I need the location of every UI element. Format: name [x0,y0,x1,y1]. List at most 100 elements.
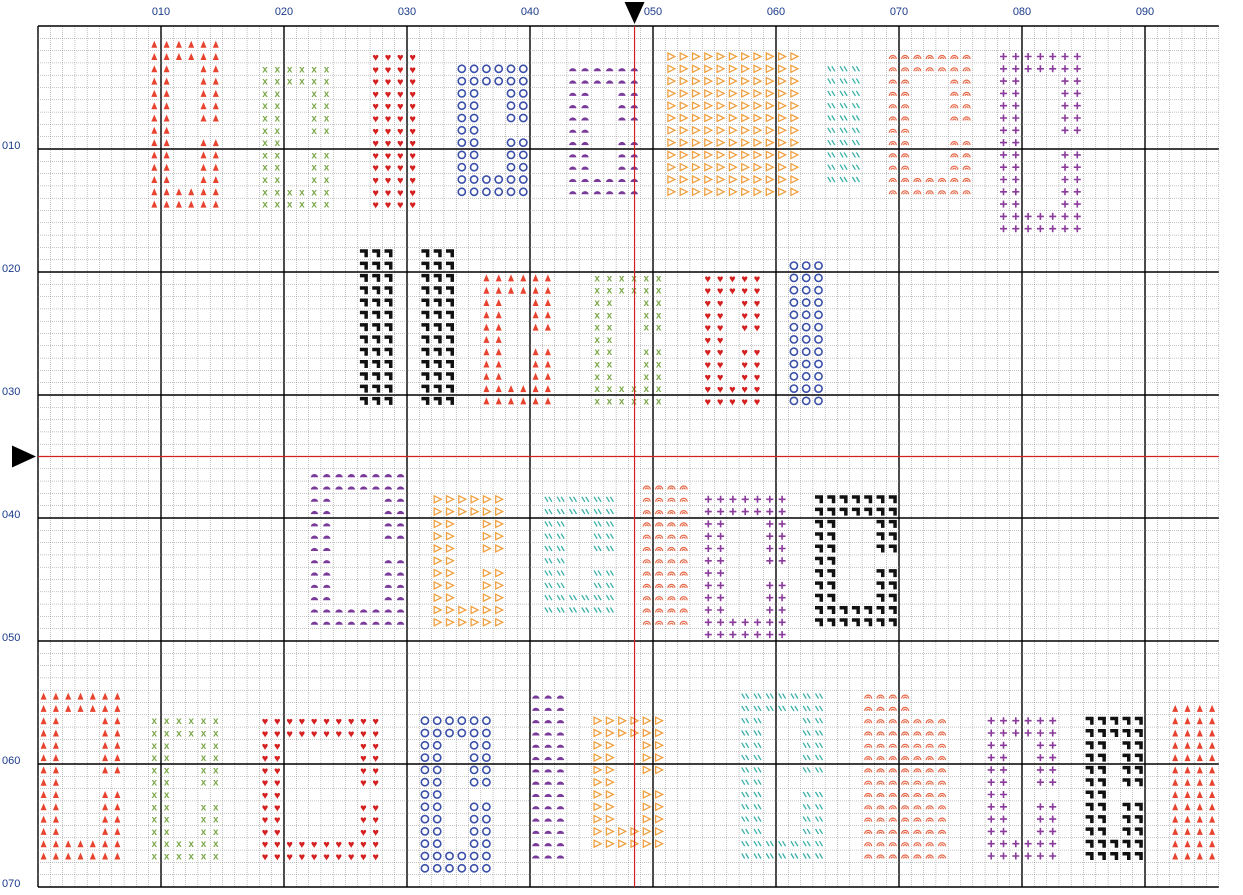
stitch: ♥ [741,347,748,359]
stitch [1073,65,1081,73]
stitch: x [188,852,194,863]
stitch: x [594,310,600,321]
stitch [432,777,442,787]
stitch [1000,102,1007,110]
stitch [704,631,712,639]
stitch [323,609,331,613]
stitch [1000,827,1007,835]
stitch [729,631,737,639]
stitch [987,840,995,848]
stitch: x [607,323,613,334]
stitch [876,532,885,541]
stitch [593,582,602,589]
stitch [704,51,714,62]
stitch [901,706,910,712]
stitch [1073,53,1081,60]
stitch [532,286,539,294]
stitch [1172,729,1179,737]
stitch [1122,839,1131,848]
stitch [200,151,207,159]
stitch: x [152,827,158,838]
stitch [667,559,676,564]
stitch: x [201,729,207,740]
stitch: x [262,138,268,149]
stitch [778,853,787,859]
stitch [815,593,823,602]
stitch [1097,827,1106,836]
stitch: ♥ [409,114,416,126]
stitch [384,597,392,601]
stitch [114,741,121,749]
stitch [40,729,47,737]
stitch [495,335,502,343]
stitch [814,840,824,847]
stitch [937,817,947,822]
stitch [1209,778,1216,786]
stitch [323,584,331,588]
stitch [1012,53,1020,60]
stitch: ♥ [705,396,712,408]
column-label: 010 [152,6,170,18]
stitch [802,705,811,712]
stitch [569,178,577,182]
stitch: x [262,163,268,174]
stitch [469,827,479,836]
stitch [102,741,109,749]
stitch [950,54,959,60]
stitch [1209,704,1216,712]
stitch: x [275,175,281,186]
stitch [765,76,775,86]
stitch [987,791,995,798]
stitch [753,803,762,810]
stitch [679,138,689,148]
stitch [347,486,356,490]
stitch [741,174,751,185]
stitch [532,855,540,859]
stitch [532,843,540,847]
stitch [1061,53,1069,60]
stitch: ♥ [409,187,416,199]
stitch [716,150,726,160]
stitch [1049,717,1057,725]
stitch [691,150,701,160]
stitch [753,51,763,62]
stitch [1085,753,1094,762]
stitch [1049,852,1057,860]
stitch [888,606,897,614]
stitch: ♥ [262,839,269,851]
stitch: x [275,64,281,75]
stitch [937,854,947,859]
stitch [888,54,897,60]
stitch: ♥ [754,298,761,310]
stitch [1000,852,1007,860]
stitch [581,92,589,96]
stitch: x [152,790,158,801]
stitch [1196,827,1203,835]
stitch [433,396,442,405]
stitch: x [619,273,625,284]
stitch: ♥ [372,778,379,790]
stitch [483,360,490,368]
stitch [728,51,738,62]
stitch [691,64,701,74]
stitch [556,732,565,736]
stitch [483,372,490,380]
stitch [581,117,589,121]
stitch: x [176,852,182,863]
stitch [457,175,467,184]
stitch [1172,741,1179,749]
stitch [544,582,553,589]
stitch [445,507,455,517]
stitch: ♥ [705,286,712,298]
stitch: ♥ [717,286,724,298]
stitch [1000,139,1007,147]
stitch [1012,151,1020,159]
stitch [901,104,910,109]
stitch: ♥ [372,126,379,138]
stitch [1036,852,1044,860]
stitch: ♥ [299,729,306,741]
stitch [704,594,712,602]
stitch [765,150,775,160]
stitch [568,594,578,601]
stitch [1122,729,1131,737]
